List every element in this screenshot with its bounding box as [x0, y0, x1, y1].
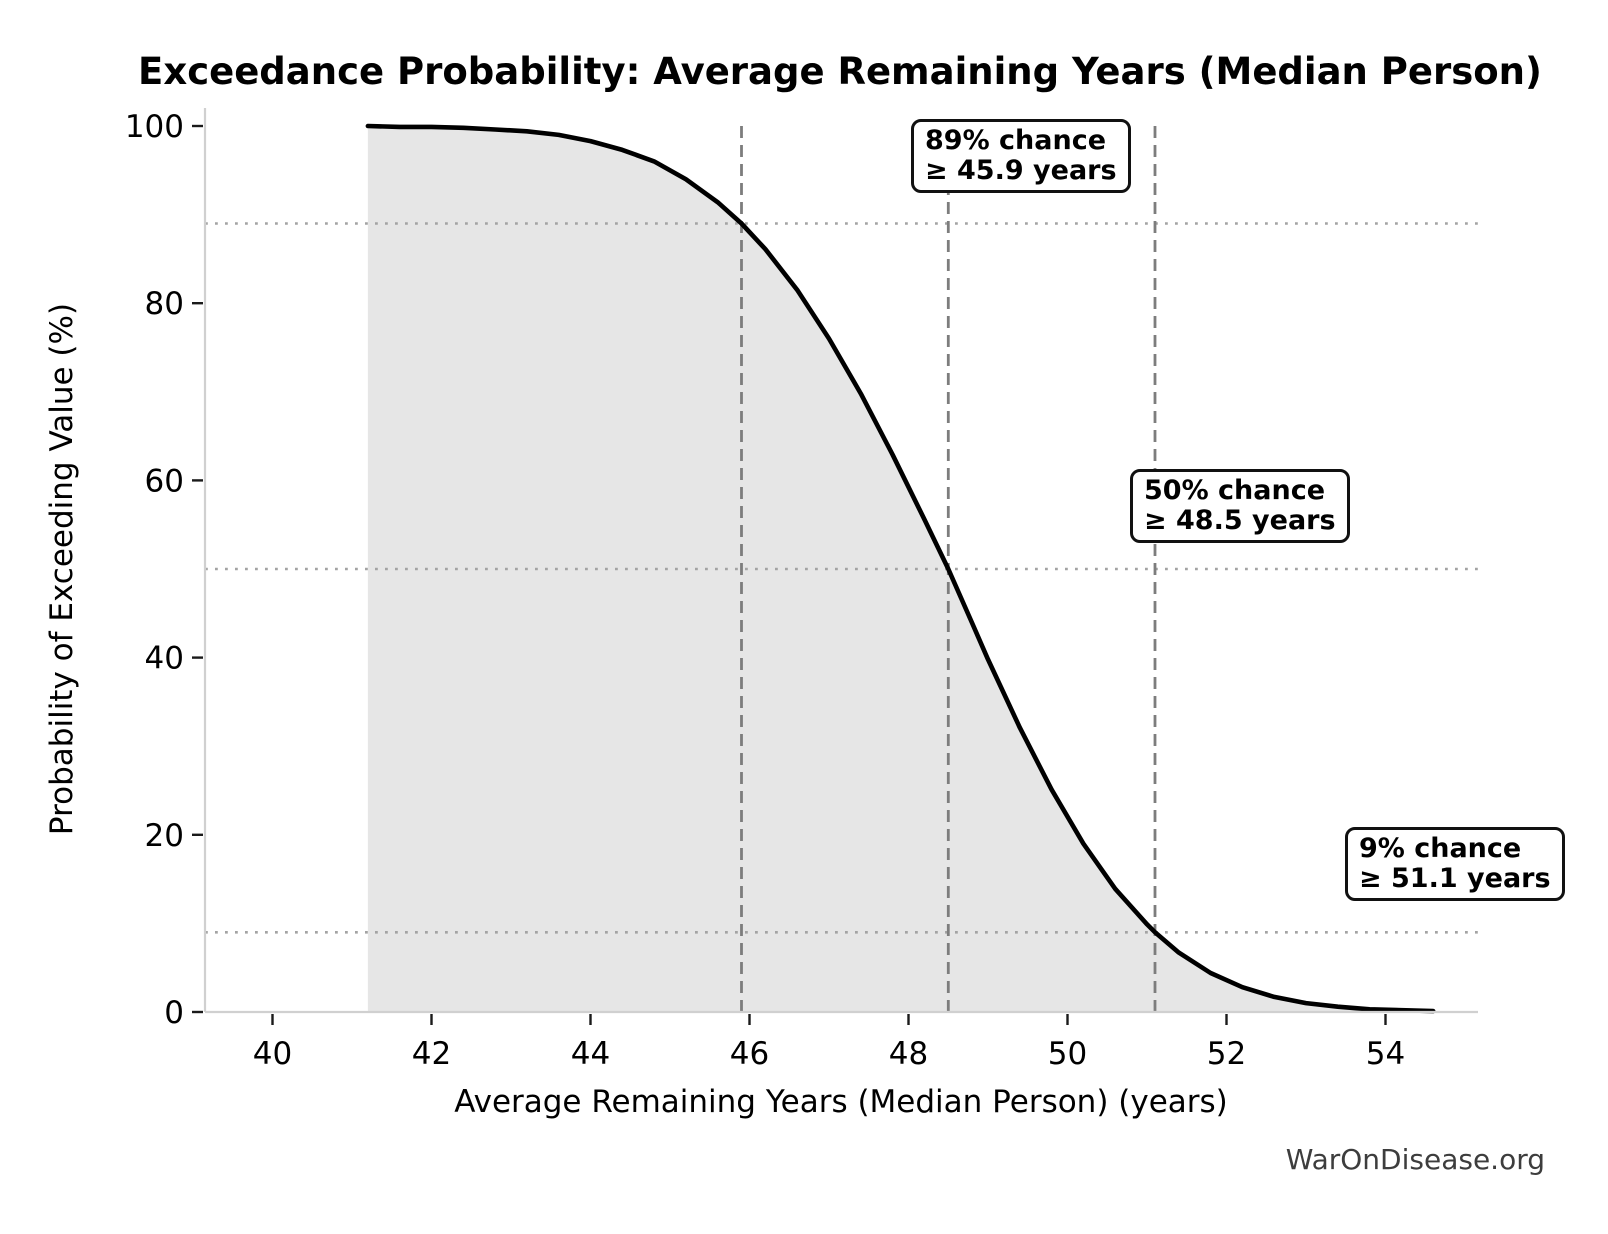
- watermark: WarOnDisease.org: [1285, 1143, 1545, 1176]
- y-tick-label-100: 100: [125, 109, 184, 145]
- annotation-50pct-line1: 50% chance: [1144, 475, 1326, 506]
- curve-shaded-area: [367, 126, 1434, 1012]
- x-tick-label-52: 52: [1207, 1036, 1246, 1072]
- annotation-89pct-line2: ≥ 45.9 years: [925, 155, 1117, 186]
- x-tick-label-42: 42: [412, 1036, 451, 1072]
- y-tick-label-20: 20: [145, 818, 184, 854]
- y-axis-label: Probability of Exceeding Value (%): [44, 303, 80, 835]
- annotation-9pct-line2: ≥ 51.1 years: [1359, 863, 1551, 894]
- x-tick-label-48: 48: [889, 1036, 928, 1072]
- y-tick-label-60: 60: [145, 463, 184, 499]
- annotation-89pct-line1: 89% chance: [925, 125, 1107, 156]
- annotation-50pct-line2: ≥ 48.5 years: [1144, 505, 1336, 536]
- y-tick-label-80: 80: [145, 286, 184, 322]
- annotation-89pct: 89% chance ≥ 45.9 years: [911, 119, 1131, 193]
- chart-title: Exceedance Probability: Average Remainin…: [138, 50, 1542, 93]
- x-axis-label: Average Remaining Years (Median Person) …: [454, 1084, 1228, 1120]
- annotation-9pct: 9% chance ≥ 51.1 years: [1345, 827, 1565, 901]
- y-tick-label-0: 0: [164, 995, 184, 1031]
- x-tick-label-46: 46: [730, 1036, 769, 1072]
- x-tick-label-44: 44: [571, 1036, 610, 1072]
- annotation-50pct: 50% chance ≥ 48.5 years: [1130, 469, 1350, 543]
- y-tick-label-40: 40: [145, 641, 184, 677]
- x-tick-label-50: 50: [1048, 1036, 1087, 1072]
- x-tick-label-40: 40: [253, 1036, 292, 1072]
- exceedance-curve-line: [365, 123, 1436, 1014]
- x-tick-label-54: 54: [1366, 1036, 1405, 1072]
- annotation-9pct-line1: 9% chance: [1359, 833, 1522, 864]
